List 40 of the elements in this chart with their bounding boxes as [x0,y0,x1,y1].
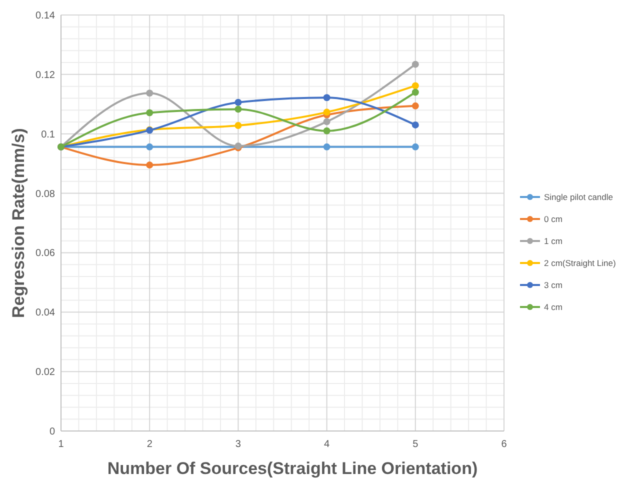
x-axis-title: Number Of Sources(Straight Line Orientation) [107,459,478,478]
y-tick-label: 0.04 [36,308,56,319]
legend-label: 2 cm(Straight Line) [544,258,616,268]
y-axis-title: Regression Rate(mm/s) [9,128,28,318]
point [412,102,419,110]
legend-label: 1 cm [544,236,562,246]
point [234,106,242,113]
y-tick-label: 0.06 [36,248,56,260]
point [323,108,330,116]
point [323,143,330,150]
x-tick-label: 3 [235,439,242,450]
point [412,121,419,128]
x-tick-label: 4 [324,439,330,450]
x-tick-label: 5 [412,439,419,450]
point [412,143,419,150]
point [323,127,330,134]
legend-label: 4 cm [544,302,562,312]
point [146,143,154,150]
point [412,82,419,90]
point [234,122,242,130]
x-tick-label: 2 [146,439,153,450]
y-tick-label: 0.08 [36,188,56,200]
point [146,109,154,116]
point [323,94,330,102]
point [323,118,330,126]
y-tick-label: 0 [49,426,56,438]
point [146,162,154,169]
y-tick-label: 0.14 [36,10,56,22]
legend-label: 0 cm [544,214,562,224]
x-tick-label: 6 [501,439,508,450]
legend-label: 3 cm [544,280,562,290]
y-tick-label: 0.12 [36,70,56,81]
point [234,98,242,106]
x-tick-label: 1 [58,439,64,450]
legend-label: Single pilot candle [544,192,614,202]
y-tick-label: 0.1 [41,129,56,140]
y-tick-label: 0.02 [36,367,56,378]
point [412,60,419,68]
point [146,90,154,97]
point [412,88,419,96]
